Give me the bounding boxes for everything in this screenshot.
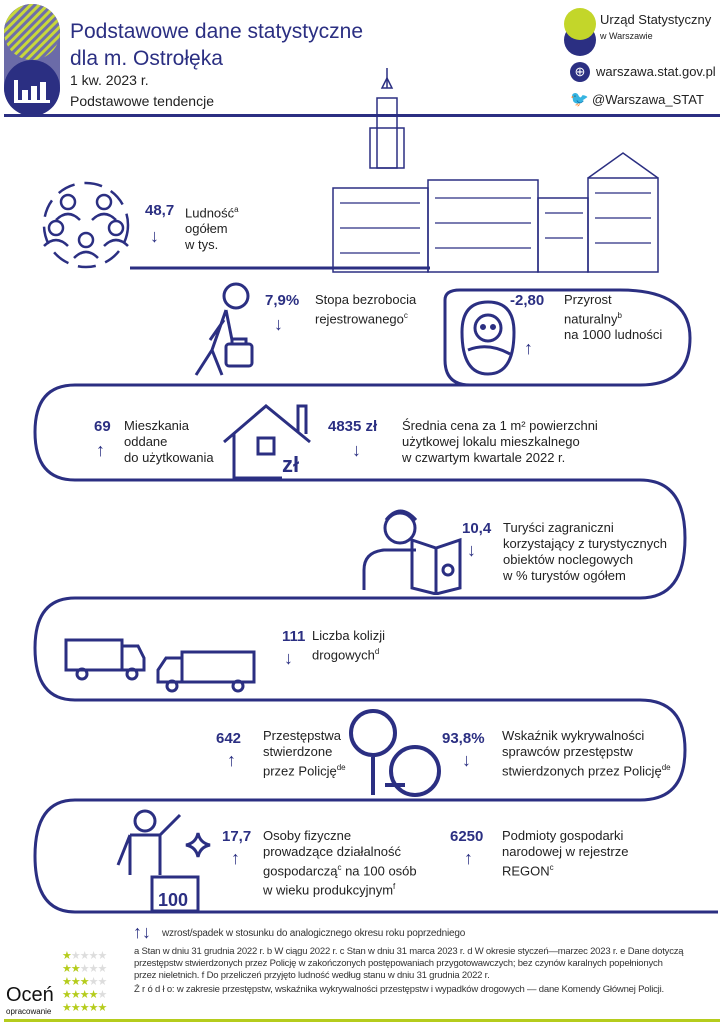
trend-down-icon: ↓ — [462, 750, 471, 770]
header-divider — [4, 114, 720, 117]
unemployment-label: Stopa bezrobocia rejestrowanegoc — [315, 292, 417, 327]
unemployed-person-icon — [194, 282, 254, 376]
trend-down-icon: ↓ — [274, 314, 283, 334]
gus-logo — [4, 4, 60, 116]
entrepreneurs-value: 17,7 — [222, 828, 252, 845]
twitter-icon: 🐦 — [570, 91, 589, 108]
trend-down-icon: ↓ — [467, 540, 476, 560]
entrepreneur-icon — [116, 809, 211, 913]
tourists-value: 10,4 — [462, 520, 492, 537]
price-label: Średnia cena za 1 m² powierzchni użytkowe… — [402, 418, 598, 465]
dwellings-value: 69 — [94, 418, 111, 435]
unemployment-value: 7,9% — [265, 292, 300, 309]
natural-growth-value: -2,80 — [510, 292, 545, 309]
trend-down-icon: ↓ — [352, 440, 361, 460]
legend-icons: ↑↓ — [133, 922, 151, 942]
crimes-label: Przestępstwa stwierdzone przez Policjęde — [263, 728, 346, 779]
rating-1-star[interactable]: ★★★★★ — [62, 950, 107, 962]
baby-icon — [460, 300, 516, 376]
trend-up-icon: ↑ — [231, 848, 240, 868]
trend-down-icon: ↓ — [284, 648, 293, 668]
website-link[interactable]: warszawa.stat.gov.pl — [596, 64, 716, 79]
trend-up-icon: ↑ — [96, 440, 105, 460]
tourist-icon — [362, 509, 462, 595]
rate-subtitle: opracowanie — [6, 1007, 52, 1016]
pedestal-number: 100 — [158, 890, 189, 910]
tourists-label: Turyści zagraniczni korzystający z turyst… — [503, 520, 667, 583]
trend-up-icon: ↑ — [227, 750, 236, 770]
rating-3-stars[interactable]: ★★★★★ — [62, 976, 107, 988]
collisions-label: Liczba kolizji drogowychd — [312, 628, 385, 663]
truck-collision-icon — [64, 638, 256, 693]
rating-5-stars[interactable]: ★★★★★ — [62, 1002, 107, 1014]
collisions-value: 111 — [282, 628, 306, 645]
subtitle: Podstawowe tendencje — [70, 93, 214, 109]
dwellings-label: Mieszkania oddane do użytkowania — [124, 418, 214, 465]
detection-label: Wskaźnik wykrywalności sprawców przestęps… — [502, 728, 671, 779]
rating-2-stars[interactable]: ★★★★★ — [62, 963, 107, 975]
handcuffs-icon — [349, 709, 441, 797]
trend-down-icon: ↓ — [150, 226, 159, 246]
twitter-link[interactable]: @Warszawa_STAT — [592, 92, 704, 107]
period: 1 kw. 2023 r. — [70, 72, 149, 88]
town-hall-illustration — [332, 68, 659, 273]
detection-value: 93,8% — [442, 730, 485, 747]
regon-value: 6250 — [450, 828, 484, 845]
globe-icon: ⊕ — [570, 62, 590, 82]
trend-up-icon: ↑ — [464, 848, 473, 868]
price-value: 4835 zł — [328, 418, 378, 435]
office-city: w Warszawie — [600, 31, 653, 41]
population-label: Ludnośća ogółem w tys. — [185, 205, 239, 253]
rate-title: Oceń — [6, 984, 54, 1006]
office-name: Urząd Statystyczny — [600, 12, 712, 27]
population-value: 48,7 — [145, 202, 175, 219]
trend-up-icon: ↑ — [524, 338, 533, 358]
house-icon — [223, 404, 311, 480]
regon-label: Podmioty gospodarki narodowej w rejestrze… — [502, 828, 629, 879]
entrepreneurs-label: Osoby fizyczne prowadzące działalność gosp… — [263, 828, 417, 898]
office-logo-icon — [564, 8, 596, 56]
rating-4-stars[interactable]: ★★★★★ — [62, 989, 107, 1001]
page-title: Podstawowe dane statystyczne dla m. Ostro… — [70, 20, 363, 70]
footnotes: a Stan w dniu 31 grudnia 2022 r. b W cią… — [134, 946, 684, 995]
legend-text: wzrost/spadek w stosunku do analogiczneg… — [162, 928, 466, 939]
footer-divider — [4, 1019, 720, 1022]
currency-symbol: zł — [282, 452, 300, 477]
people-icon — [42, 181, 130, 269]
natural-growth-label: Przyrost naturalnyb na 1000 ludności — [564, 292, 663, 343]
rating-stars[interactable]: ★★★★★ ★★★★★ ★★★★★ ★★★★★ ★★★★★ — [62, 950, 107, 1015]
crimes-value: 642 — [216, 730, 242, 747]
